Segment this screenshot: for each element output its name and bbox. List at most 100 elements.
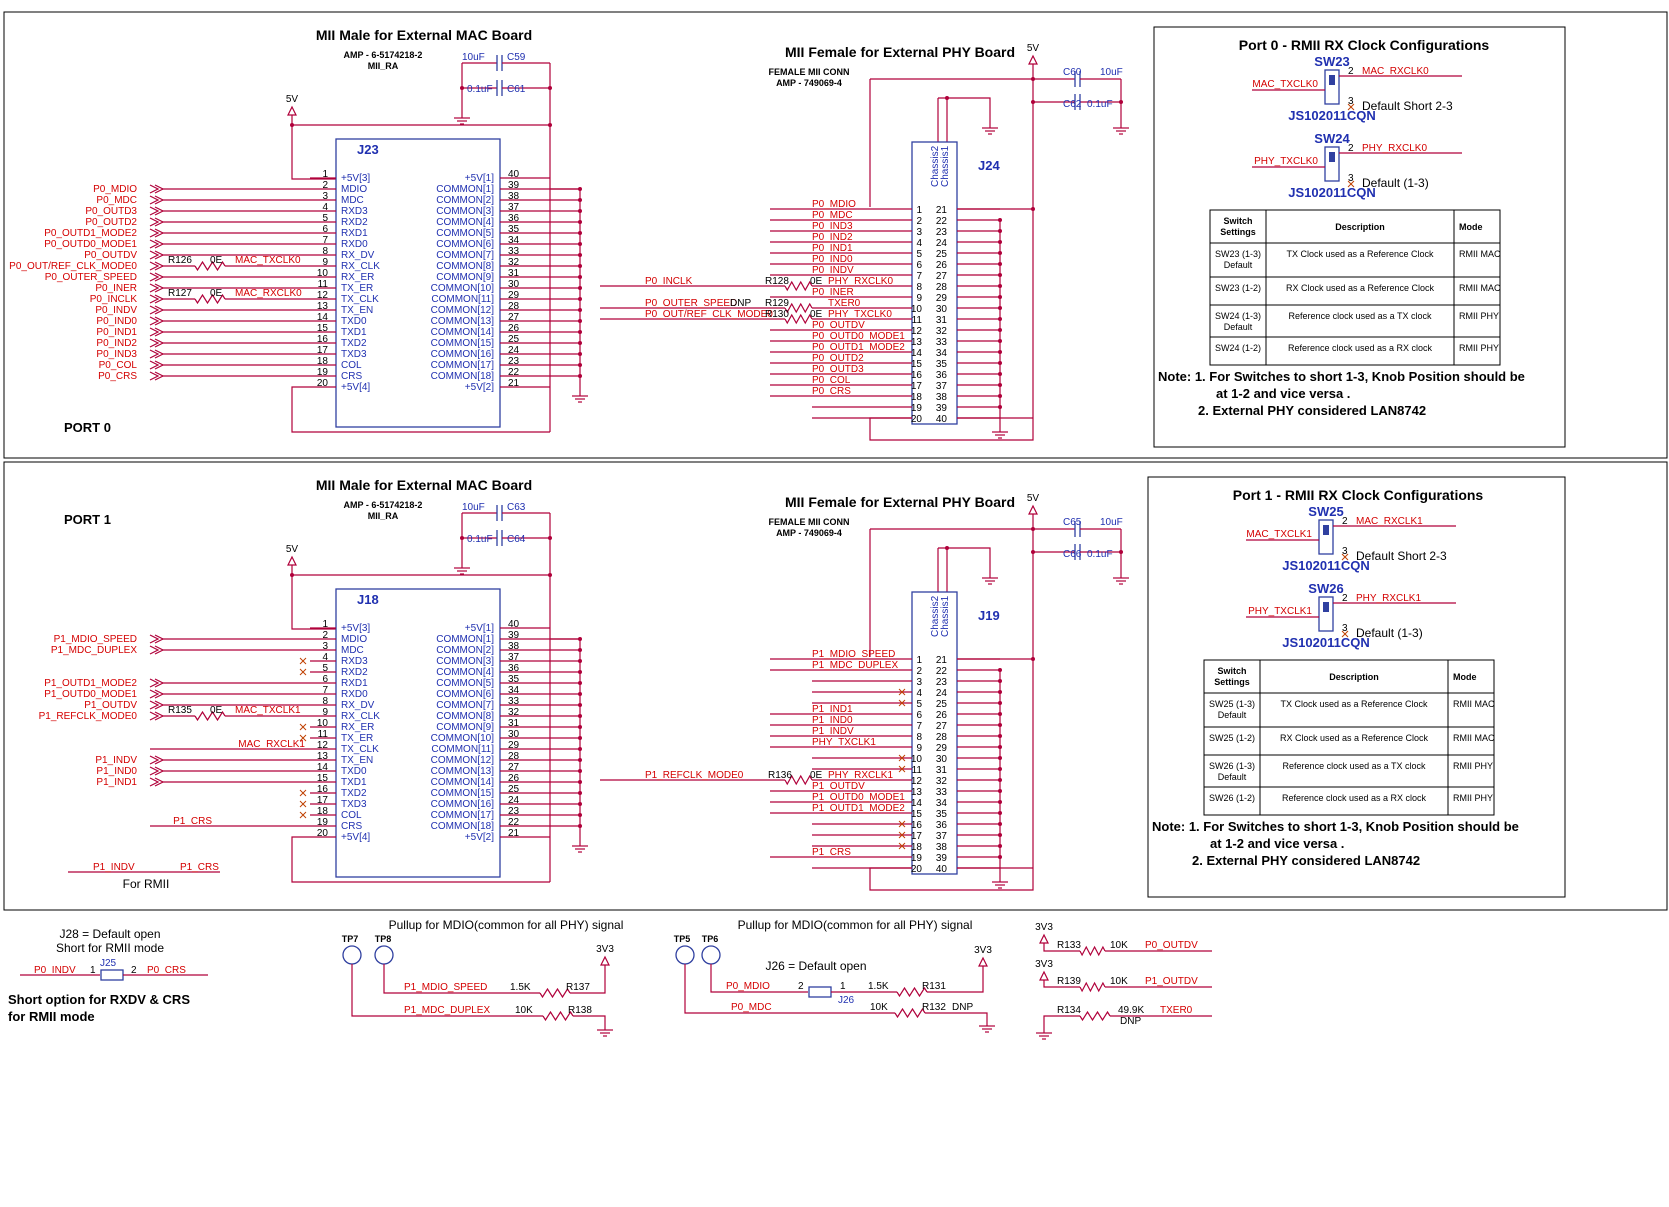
port-arrow	[154, 217, 165, 227]
pin-name: TX_ER	[341, 283, 373, 294]
dnp-label: DNP	[1120, 1016, 1141, 1027]
port-arrow	[149, 766, 160, 776]
section-frame	[3, 11, 1668, 459]
pin-name: COMMON[3]	[436, 206, 494, 217]
net-label: P1_OUTD1_MODE2	[812, 803, 905, 814]
nc-stroke	[299, 657, 307, 665]
resistor-value: 0E	[810, 770, 823, 781]
table-cell: Reference clock used as a TX clock	[1283, 761, 1426, 771]
pin-name: COMMON[6]	[436, 239, 494, 250]
testpoint-ref: TP5	[674, 934, 691, 944]
port-arrow	[149, 777, 160, 787]
pin-name: COMMON[6]	[436, 689, 494, 700]
pin-number: 28	[936, 732, 948, 743]
pin-number: 13	[911, 787, 923, 798]
net-label: P0_OUTD3	[812, 364, 864, 375]
pin-number: 9	[916, 293, 922, 304]
pin-name: TXD1	[341, 777, 367, 788]
pin-number: 1	[322, 169, 328, 180]
power-label: 3V3	[596, 944, 614, 955]
pin-name: RXD0	[341, 689, 368, 700]
port1-section: PORT 1 MII Male for External MAC Board AMP…	[3, 461, 1668, 911]
pin-number: 7	[322, 685, 328, 696]
pin-number: 34	[936, 798, 948, 809]
pin-number: 35	[508, 224, 520, 235]
net-label: P1_IND0	[812, 715, 853, 726]
junction-dot	[1031, 100, 1035, 104]
pin-name: COMMON[1]	[436, 634, 494, 645]
chassis-label: Chassis1	[940, 145, 951, 187]
net-label: P0_MDC	[731, 1002, 772, 1013]
pin-number: 5	[916, 249, 922, 260]
pin-name: MDIO	[341, 184, 367, 195]
pin-number: 38	[508, 641, 520, 652]
config-note: Note: 1. For Switches to short 1-3, Knob…	[1158, 369, 1525, 384]
switch-knob	[1323, 525, 1329, 535]
junction-dot	[1031, 527, 1035, 531]
net-wire	[925, 1012, 988, 1018]
pin-number: 36	[936, 820, 948, 831]
resistor-ref: R138	[568, 1005, 592, 1016]
pin-name: COMMON[13]	[431, 316, 495, 327]
pin-name: +5V[2]	[465, 832, 494, 843]
net-label: P1_MDIO_SPEED	[404, 982, 487, 993]
pin-number: 7	[916, 271, 922, 282]
table-cell: RMII MAC	[1453, 733, 1495, 743]
pin-number: 40	[936, 414, 948, 425]
pin-number: 7	[322, 235, 328, 246]
power-wire	[291, 565, 336, 630]
net-label: P0_IND1	[96, 327, 137, 338]
config-box	[1153, 26, 1566, 448]
port-arrow	[149, 217, 160, 227]
junction-dot	[945, 546, 949, 550]
port-arrow	[149, 349, 160, 359]
ground-symbol	[572, 838, 588, 853]
pin-number: 2	[1348, 143, 1354, 154]
pin-name: TXD0	[341, 316, 367, 327]
pin-name: COMMON[11]	[431, 294, 494, 305]
junction-dot	[548, 86, 552, 90]
power-wire	[869, 867, 1034, 891]
phy-connector-ref: J19	[978, 608, 1000, 623]
table-header: Mode	[1453, 672, 1477, 682]
pin-name: COMMON[1]	[436, 184, 494, 195]
port-arrow	[154, 261, 165, 271]
junction-dot	[1031, 657, 1035, 661]
junction-dot	[548, 123, 552, 127]
pin-name: TXD1	[341, 327, 367, 338]
net-label: P1_INDV	[93, 862, 135, 873]
net-label: P1_IND1	[96, 777, 137, 788]
cap-value: 0.1uF	[1087, 549, 1113, 560]
port-arrow	[149, 755, 160, 765]
resistor-ref: R130	[765, 309, 789, 320]
pullup-title: Pullup for MDIO(common for all PHY) sign…	[738, 918, 973, 932]
nc-stroke	[898, 754, 906, 762]
net-label: P1_MDC_DUPLEX	[404, 1005, 490, 1016]
net-label: P0_OUTDV	[84, 250, 137, 261]
pin-number: 39	[936, 853, 948, 864]
config-title: Port 1 - RMII RX Clock Configurations	[1233, 487, 1484, 503]
pin-number: 32	[508, 257, 520, 268]
table-cell: Reference clock used as a RX clock	[1282, 793, 1427, 803]
switch-a: SW25 MAC_TXCLK1 2 MAC_RXCLK1 3 Default Short …	[1246, 504, 1456, 573]
pin-number: 22	[936, 216, 948, 227]
resistor-value: 0E	[810, 276, 823, 287]
power-label: 3V3	[1035, 922, 1053, 933]
pin-name: COL	[341, 810, 362, 821]
table-cell: SW26 (1-2)	[1209, 793, 1255, 803]
chassis-label: Chassis2	[930, 145, 941, 187]
pin-name: COMMON[5]	[436, 228, 494, 239]
pin-name: COMMON[10]	[431, 733, 495, 744]
resistor-value: DNP	[730, 298, 751, 309]
net-label: P0_OUTD2	[85, 217, 137, 228]
port-arrow	[149, 250, 160, 260]
pin-number: 26	[936, 710, 948, 721]
pin-number: 2	[322, 630, 328, 641]
net-label: P0_MDC	[96, 195, 137, 206]
resistor-value: 1.5K	[868, 981, 889, 992]
pin-number: 7	[916, 721, 922, 732]
cap-value: 0.1uF	[1087, 99, 1113, 110]
no-connect-mark	[299, 811, 307, 819]
ground-symbol	[992, 424, 1008, 439]
pin-number: 17	[911, 831, 923, 842]
